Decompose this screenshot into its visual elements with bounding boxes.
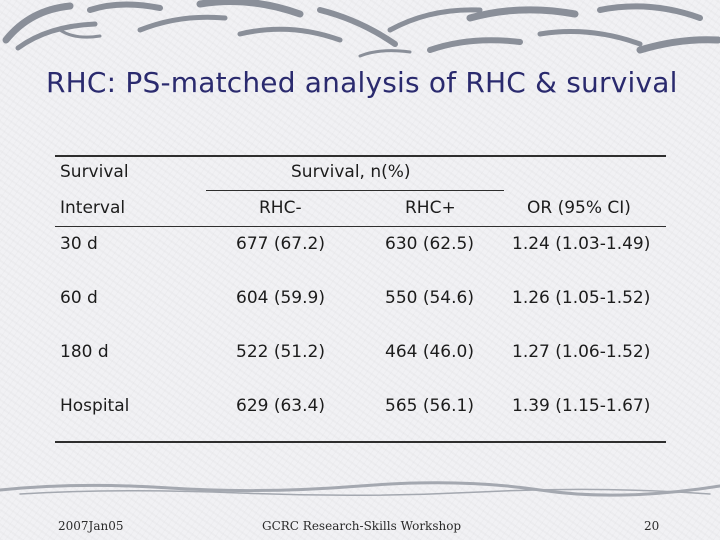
row-interval: 180 d: [60, 342, 109, 362]
row-or: 1.27 (1.06-1.52): [512, 342, 651, 362]
row-or: 1.26 (1.05-1.52): [512, 288, 651, 308]
table-bottom-rule: [55, 441, 666, 443]
row-interval: 60 d: [60, 288, 98, 308]
group-header-rule: [206, 190, 504, 191]
row-rhc-pos: 630 (62.5): [385, 234, 474, 254]
header-rhc-pos: RHC+: [405, 198, 456, 218]
footer-workshop: GCRC Research-Skills Workshop: [262, 519, 462, 533]
header-group-survival-n: Survival, n(%): [291, 162, 411, 182]
row-interval: 30 d: [60, 234, 98, 254]
row-rhc-pos: 565 (56.1): [385, 396, 474, 416]
header-survival: Survival: [60, 162, 129, 182]
row-rhc-pos: 550 (54.6): [385, 288, 474, 308]
row-or: 1.24 (1.03-1.49): [512, 234, 651, 254]
header-interval: Interval: [60, 198, 126, 218]
row-interval: Hospital: [60, 396, 130, 416]
decorative-footer-band: [0, 481, 720, 497]
row-rhc-neg: 604 (59.9): [236, 288, 325, 308]
slide-title: RHC: PS-matched analysis of RHC & surviv…: [46, 66, 678, 99]
header-bottom-rule: [55, 226, 666, 227]
table-top-rule: [55, 155, 666, 157]
row-or: 1.39 (1.15-1.67): [512, 396, 651, 416]
footer-page-number: 20: [644, 519, 660, 533]
footer-date: 2007Jan05: [58, 519, 124, 533]
row-rhc-neg: 677 (67.2): [236, 234, 325, 254]
row-rhc-neg: 522 (51.2): [236, 342, 325, 362]
row-rhc-neg: 629 (63.4): [236, 396, 325, 416]
decorative-swirl-header: [2, 0, 720, 58]
row-rhc-pos: 464 (46.0): [385, 342, 474, 362]
header-rhc-neg: RHC-: [259, 198, 302, 218]
header-or: OR (95% CI): [527, 198, 631, 218]
